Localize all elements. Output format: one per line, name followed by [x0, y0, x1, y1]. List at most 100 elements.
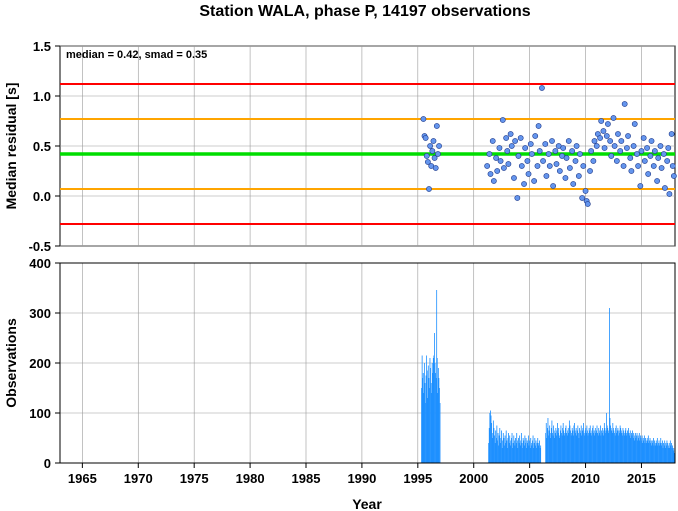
residual-point — [617, 148, 624, 154]
observation-bar — [431, 393, 433, 463]
observation-bar — [509, 435, 511, 463]
y-tick-label: 1.5 — [33, 39, 51, 54]
observation-bar — [601, 433, 603, 463]
observation-bar — [425, 375, 427, 463]
observation-bar — [634, 440, 636, 463]
observation-bar — [569, 425, 571, 463]
observation-bar — [654, 440, 655, 463]
observation-bar — [571, 433, 573, 463]
residual-point — [543, 173, 550, 179]
observation-bar — [628, 435, 630, 463]
residual-point — [593, 143, 600, 149]
residual-point — [637, 183, 644, 189]
observation-bar — [536, 448, 537, 463]
residual-point — [433, 123, 440, 129]
observation-bar — [534, 445, 536, 463]
residual-point — [664, 158, 671, 164]
observation-bar — [593, 433, 595, 463]
observation-bar — [553, 430, 555, 463]
residual-point — [431, 155, 438, 161]
residual-point — [505, 161, 512, 167]
observation-bar — [640, 435, 641, 463]
observation-bar — [580, 425, 582, 463]
observation-bar — [508, 443, 510, 463]
y-tick-label: 300 — [29, 306, 51, 321]
observation-bar — [534, 438, 536, 463]
observation-bar — [435, 378, 437, 463]
observation-bar — [616, 430, 618, 463]
observation-bar — [600, 435, 602, 463]
residual-point — [566, 165, 573, 171]
observation-bar — [605, 430, 607, 463]
observation-bar — [655, 440, 657, 463]
observation-bar — [438, 378, 440, 463]
observation-bar — [593, 430, 595, 463]
observation-bar — [494, 435, 495, 463]
residual-point — [507, 131, 514, 137]
residual-point — [654, 178, 661, 184]
residual-point — [650, 163, 657, 169]
observation-bar — [672, 450, 674, 463]
observation-bar — [517, 448, 519, 463]
observation-bar — [623, 430, 624, 463]
residual-point — [512, 138, 518, 144]
observation-bar — [503, 438, 505, 463]
residual-point — [546, 163, 553, 169]
observation-bar — [565, 428, 566, 463]
residual-point — [499, 117, 506, 123]
observation-bar — [432, 373, 434, 463]
residual-point — [429, 148, 436, 154]
observation-bar — [636, 433, 638, 463]
residual-point — [494, 168, 501, 174]
residual-point — [641, 158, 648, 164]
observation-bar — [559, 430, 561, 463]
residual-point — [625, 133, 631, 139]
observation-bar — [557, 423, 558, 463]
observation-bar — [559, 438, 561, 463]
residual-point — [427, 143, 434, 149]
observation-bar — [567, 428, 569, 463]
observation-bar — [439, 388, 440, 463]
observation-bar — [546, 438, 548, 463]
residual-point — [635, 163, 641, 169]
observation-bar — [596, 430, 597, 463]
x-tick-label: 1970 — [124, 471, 153, 486]
residual-point — [484, 163, 491, 169]
residual-point — [651, 148, 658, 154]
residual-point — [426, 186, 432, 192]
observation-bar — [657, 445, 659, 463]
observation-bar — [655, 445, 657, 463]
observation-bar — [642, 443, 644, 463]
observation-bar — [423, 363, 425, 463]
residual-point — [640, 135, 647, 141]
observation-bar — [609, 308, 610, 463]
observation-bar — [423, 393, 425, 463]
observation-bar — [498, 445, 500, 463]
observation-bar — [603, 435, 605, 463]
observation-bar — [594, 428, 596, 463]
observation-bar — [611, 430, 613, 463]
observation-bar — [619, 425, 621, 463]
observation-bar — [597, 433, 598, 463]
observation-bar — [591, 430, 593, 463]
observation-bar — [611, 433, 613, 463]
observation-bar — [659, 445, 661, 463]
observation-bar — [664, 440, 666, 463]
observation-bar — [629, 430, 631, 463]
observation-bar — [630, 438, 632, 463]
observation-bar — [621, 435, 623, 463]
residual-point — [545, 151, 552, 157]
observation-bar — [499, 443, 501, 463]
observation-bar — [618, 435, 619, 463]
observation-bar — [615, 425, 617, 463]
observation-bar — [491, 423, 493, 463]
observation-bar — [537, 445, 539, 463]
residual-point — [569, 148, 576, 154]
observation-bar — [523, 440, 525, 463]
observation-bar — [556, 430, 558, 463]
observation-bar — [616, 433, 618, 463]
observation-bar — [663, 445, 665, 463]
residual-point — [662, 185, 668, 191]
observation-bar — [566, 435, 568, 463]
